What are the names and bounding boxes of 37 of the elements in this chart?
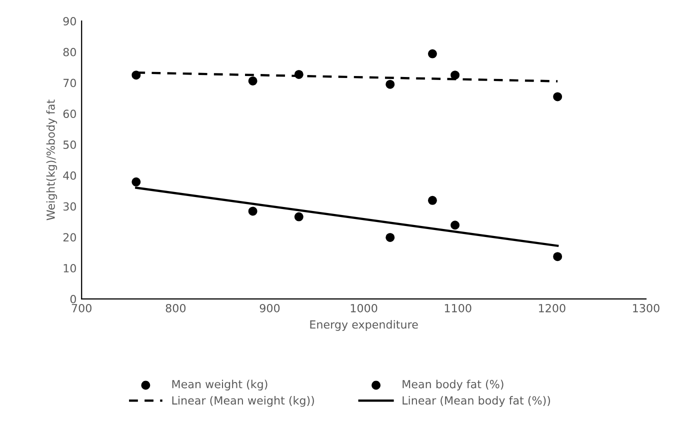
- x-tick-label: 1000: [350, 304, 378, 312]
- legend-label: Linear (Mean weight (kg)): [172, 396, 314, 407]
- y-tick-label: 90: [63, 17, 76, 26]
- x-tick-label: 900: [260, 304, 280, 312]
- point: [294, 70, 304, 79]
- y-tick-label: 70: [64, 78, 76, 88]
- point: [428, 196, 437, 205]
- point: [450, 220, 460, 230]
- point: [553, 92, 562, 102]
- x-tick-label: 1300: [633, 304, 660, 312]
- y-tick-label: 50: [63, 140, 76, 149]
- y-tick-label: 10: [64, 264, 76, 272]
- x-tick-label: 1100: [444, 304, 472, 312]
- y-tick-label: 80: [63, 48, 76, 56]
- y-tick-label: 20: [63, 233, 76, 242]
- y-tick-label: 30: [63, 202, 76, 211]
- y-tick-label: 60: [63, 110, 76, 118]
- point: [553, 252, 562, 262]
- point: [450, 70, 460, 80]
- legend-label: Mean body fat (%): [402, 380, 504, 390]
- y-tick-label: 40: [63, 171, 76, 180]
- x-tick-label: 1200: [539, 304, 566, 312]
- point: [428, 49, 437, 58]
- point: [132, 177, 141, 186]
- x-axis-title: Energy expenditure: [310, 320, 418, 331]
- y-axis-title: Weight(kg)/%body fat: [46, 100, 58, 220]
- legend-label: Linear (Mean body fat (%)): [402, 396, 550, 407]
- legend-label: Mean weight (kg): [172, 380, 268, 390]
- point: [248, 76, 258, 86]
- point: [132, 70, 141, 80]
- y-tick-label: 0: [70, 294, 76, 304]
- point: [248, 206, 258, 216]
- point: [386, 232, 395, 242]
- x-tick-label: 800: [166, 304, 186, 312]
- point: [386, 80, 395, 89]
- x-tick-label: 700: [72, 304, 92, 312]
- point: [294, 212, 304, 222]
